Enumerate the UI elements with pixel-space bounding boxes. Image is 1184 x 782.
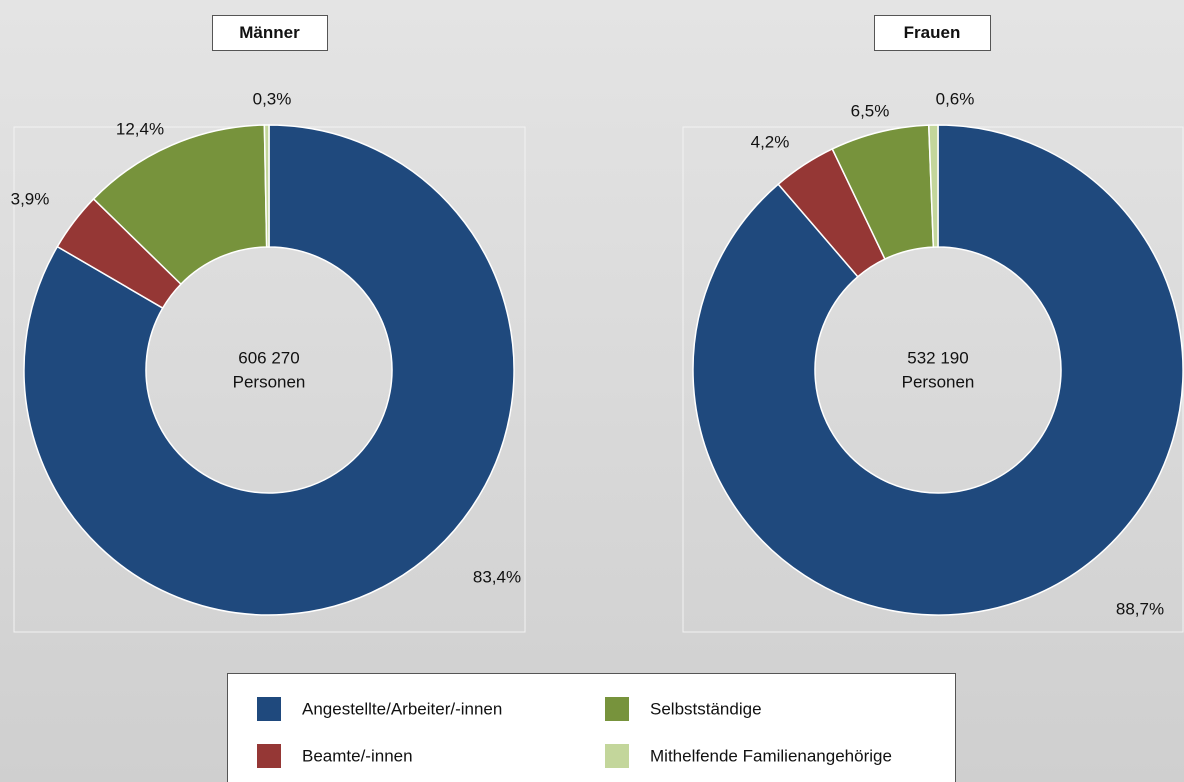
center-label: Personen [902, 372, 975, 391]
value-label: 0,6% [936, 89, 975, 108]
donut-slice: Angestellte/Arbeiter/-innen [23, 124, 515, 616]
legend-swatch [257, 697, 281, 721]
donut-slice: Angestellte/Arbeiter/-innen [692, 124, 1184, 616]
legend-label: Beamte/-innen [302, 746, 413, 765]
value-label: 88,7% [1116, 599, 1164, 618]
center-label: 532 190 [907, 348, 968, 367]
value-label: 6,5% [851, 101, 890, 120]
center-label: Personen [233, 372, 306, 391]
title-box [874, 15, 991, 51]
value-label: 83,4% [473, 567, 521, 586]
legend-label: Mithelfende Familienangehörige [650, 746, 892, 765]
value-label: 12,4% [116, 119, 164, 138]
chart-title: Frauen [904, 23, 961, 42]
legend-box [227, 673, 956, 782]
legend-swatch [257, 744, 281, 768]
center-label: 606 270 [238, 348, 299, 367]
value-label: 3,9% [11, 189, 50, 208]
legend-label: Angestellte/Arbeiter/-innen [302, 699, 502, 718]
donut-slice: Mithelfende Familienangehörige [263, 124, 270, 248]
title-box [212, 15, 328, 51]
chart-title: Männer [239, 23, 300, 42]
value-label: 4,2% [751, 132, 790, 151]
legend-swatch [605, 697, 629, 721]
legend-label: Selbstständige [650, 699, 762, 718]
value-label: 0,3% [253, 89, 292, 108]
donut-slice: Mithelfende Familienangehörige [927, 124, 939, 248]
legend-swatch [605, 744, 629, 768]
